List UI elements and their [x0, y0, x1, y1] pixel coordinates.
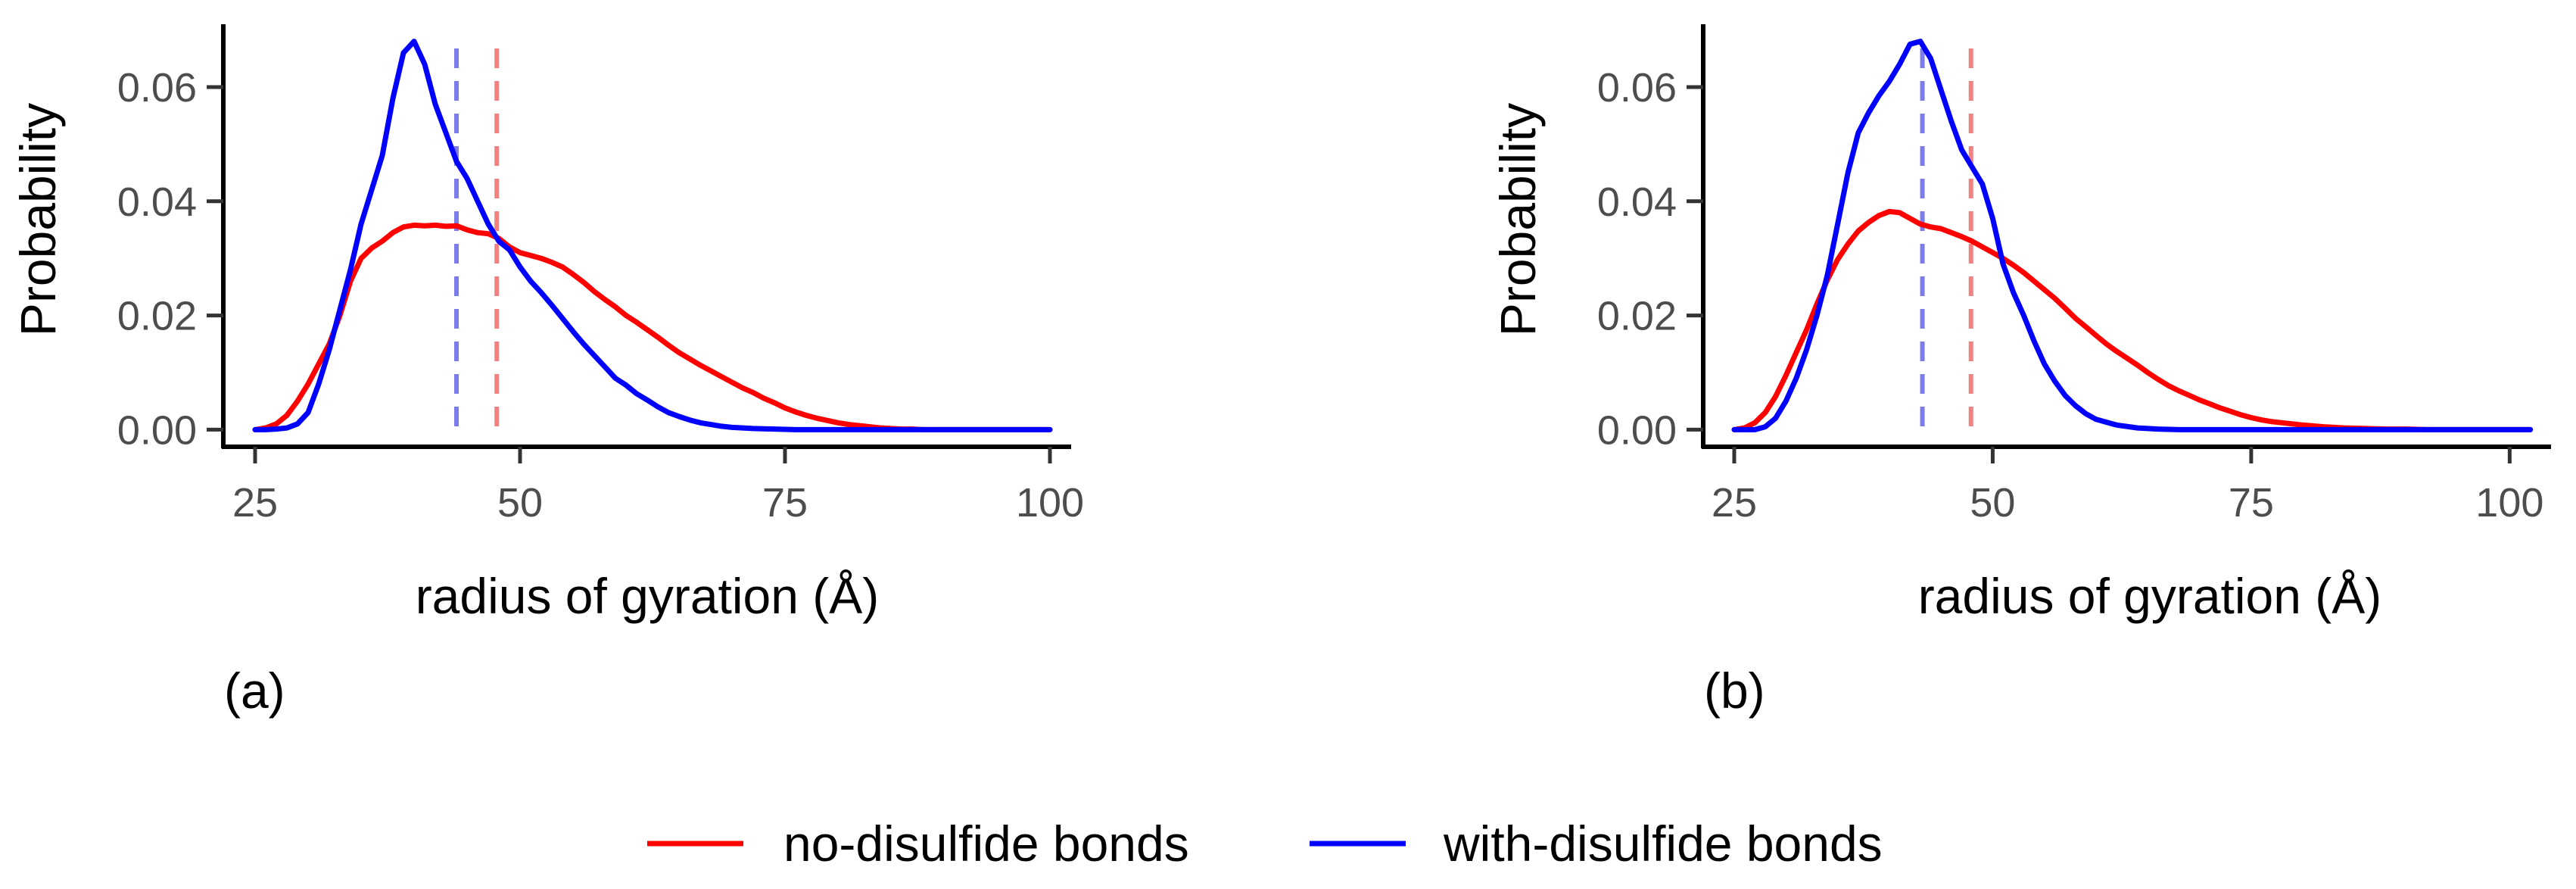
x-tick-label: 75 [2229, 480, 2274, 526]
x-tick-label: 25 [1712, 480, 1757, 526]
x-tick-label: 100 [1016, 480, 1084, 526]
series-no-disulfide-bonds [252, 222, 1053, 432]
series-with-disulfide-bonds [252, 39, 1053, 432]
legend-label-with-disulfide: with-disulfide bonds [1443, 816, 1883, 872]
x-tick-label: 50 [497, 480, 543, 526]
y-axis-title: Probability [10, 103, 66, 336]
legend-label-no-disulfide: no-disulfide bonds [783, 816, 1189, 872]
series-with-disulfide-bonds [1731, 39, 2534, 432]
x-axis-title: radius of gyration (Å) [416, 568, 880, 624]
panel-a: Probability radius of gyration (Å) (a) 0… [10, 24, 1084, 719]
y-tick-label: 0.00 [117, 407, 197, 453]
x-tick-label: 25 [232, 480, 278, 526]
panel-label: (b) [1704, 663, 1765, 719]
y-axis-title: Probability [1490, 103, 1546, 336]
y-tick-label: 0.00 [1597, 407, 1677, 453]
y-tick-label: 0.06 [117, 65, 197, 111]
y-tick-label: 0.04 [117, 179, 197, 225]
panel-b: Probability radius of gyration (Å) (b) 0… [1490, 24, 2551, 719]
y-tick-label: 0.06 [1597, 65, 1677, 111]
y-tick-label: 0.04 [1597, 179, 1677, 225]
series-no-disulfide-bonds [1731, 208, 2534, 432]
legend: no-disulfide bonds with-disulfide bonds [647, 816, 1883, 872]
y-tick-label: 0.02 [117, 294, 197, 339]
x-tick-label: 100 [2475, 480, 2543, 526]
x-tick-label: 75 [762, 480, 808, 526]
panel-label: (a) [224, 663, 285, 719]
x-axis-title: radius of gyration (Å) [1918, 568, 2382, 624]
y-tick-label: 0.02 [1597, 294, 1677, 339]
x-tick-label: 50 [1970, 480, 2015, 526]
